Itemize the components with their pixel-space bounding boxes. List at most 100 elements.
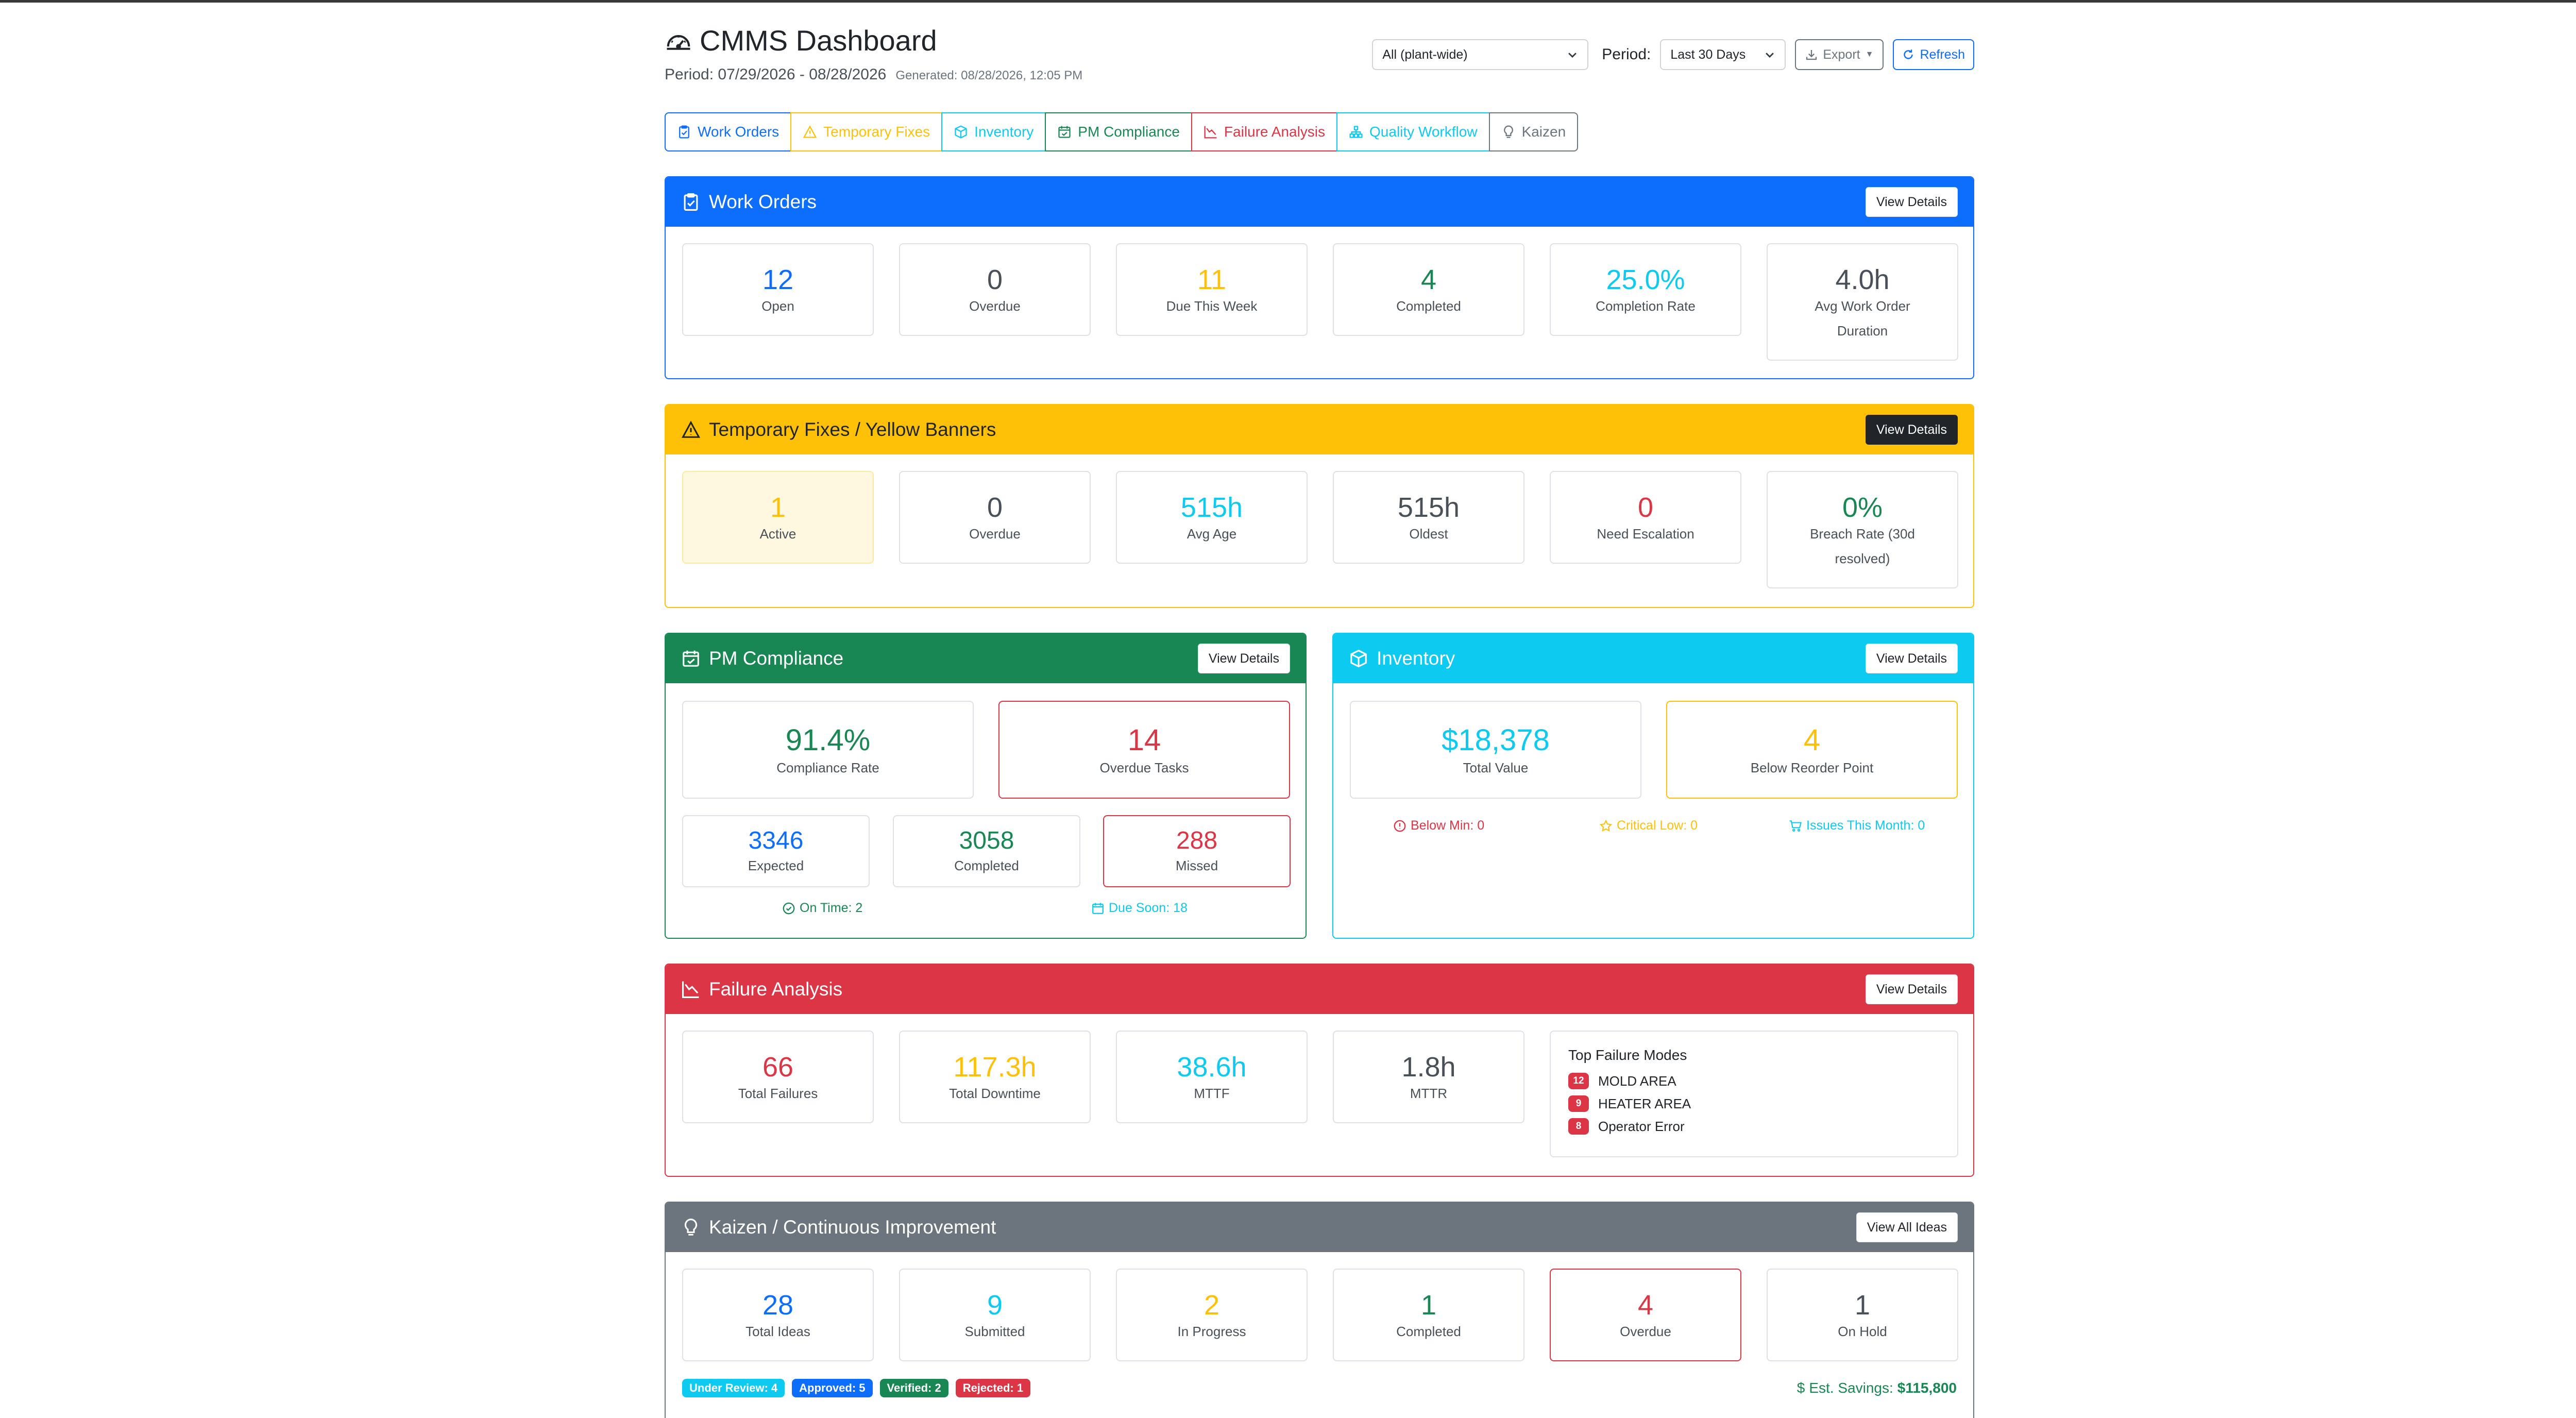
- pm-compliance-card: PM Compliance View Details 91.4% Complia…: [665, 633, 1307, 939]
- dashboard-container: CMMS Dashboard Period: 07/29/2026 - 08/2…: [665, 0, 1974, 1418]
- work-orders-header: Work Orders View Details: [666, 177, 1973, 227]
- lightbulb-icon: [1503, 125, 1513, 138]
- inventory-card: Inventory View Details $18,378 Total Val…: [1332, 633, 1974, 939]
- tab-label: Inventory: [974, 124, 1034, 140]
- stat-label: Overdue: [969, 298, 1021, 314]
- stat-label: Total Failures: [738, 1086, 818, 1101]
- kaizen-status-badges: Under Review: 4 Approved: 5 Verified: 2 …: [682, 1379, 1038, 1397]
- stat-value: 91.4%: [785, 723, 871, 757]
- stat-value: 12: [762, 264, 794, 295]
- stat-label: In Progress: [1177, 1324, 1246, 1339]
- under-review-badge: Under Review: 4: [682, 1379, 785, 1397]
- failure-analysis-card: Failure Analysis View Details 66 Total F…: [665, 964, 1974, 1177]
- export-button[interactable]: Export ▼: [1795, 39, 1884, 70]
- stat-value: 4: [1803, 723, 1821, 757]
- period-select-value: Last 30 Days: [1670, 47, 1746, 62]
- stat-value: 4: [1637, 1290, 1654, 1321]
- cart-icon: [1789, 820, 1802, 832]
- stat-value: 14: [1127, 723, 1161, 757]
- stat-value: 28: [762, 1290, 794, 1321]
- fa-total-failures-stat: 66 Total Failures: [682, 1031, 874, 1123]
- wo-due-week-stat: 11 Due This Week: [1116, 243, 1308, 336]
- tab-label: Work Orders: [698, 124, 779, 140]
- rejected-badge: Rejected: 1: [955, 1379, 1031, 1397]
- temp-fixes-title: Temporary Fixes / Yellow Banners: [681, 419, 996, 441]
- failure-mode-item: 9 HEATER AREA: [1568, 1092, 1940, 1115]
- failure-mode-count: 12: [1568, 1073, 1589, 1089]
- failure-mode-name: MOLD AREA: [1598, 1073, 1676, 1089]
- temp-fixes-header: Temporary Fixes / Yellow Banners View De…: [666, 405, 1973, 454]
- kz-on-hold-stat: 1 On Hold: [1767, 1269, 1958, 1361]
- savings-value: $115,800: [1897, 1380, 1957, 1396]
- pm-overdue-tasks-stat: 14 Overdue Tasks: [998, 701, 1290, 799]
- wo-open-stat: 12 Open: [682, 243, 874, 336]
- stat-label: Active: [759, 526, 796, 542]
- tab-quality-workflow[interactable]: Quality Workflow: [1336, 112, 1490, 151]
- stat-label: Total Downtime: [949, 1086, 1041, 1101]
- stat-value: 3346: [748, 827, 804, 854]
- failure-mode-count: 9: [1568, 1095, 1589, 1112]
- refresh-label: Refresh: [1920, 47, 1965, 62]
- stat-label: Total Ideas: [745, 1324, 810, 1339]
- tab-label: Temporary Fixes: [823, 124, 930, 140]
- approved-badge: Approved: 5: [792, 1379, 873, 1397]
- temp-fixes-title-text: Temporary Fixes / Yellow Banners: [709, 419, 996, 440]
- savings-label: Est. Savings:: [1809, 1380, 1893, 1396]
- stat-value: 66: [762, 1052, 794, 1083]
- inventory-title-text: Inventory: [1377, 648, 1455, 669]
- wo-avg-duration-stat: 4.0h Avg Work Order Duration: [1767, 243, 1958, 361]
- inventory-view-details-button[interactable]: View Details: [1865, 644, 1958, 673]
- tf-avg-age-stat: 515h Avg Age: [1116, 471, 1308, 564]
- stat-value: 0: [1637, 492, 1654, 523]
- stat-value: 4: [1420, 264, 1437, 295]
- below-min-text: Below Min: 0: [1411, 818, 1485, 833]
- scope-select-value: All (plant-wide): [1382, 47, 1468, 62]
- issues-month-text: Issues This Month: 0: [1806, 818, 1925, 833]
- refresh-button[interactable]: Refresh: [1893, 39, 1974, 70]
- failure-view-details-button[interactable]: View Details: [1865, 974, 1958, 1004]
- tab-temporary-fixes[interactable]: Temporary Fixes: [790, 112, 943, 151]
- failure-title-text: Failure Analysis: [709, 978, 843, 1000]
- tab-pm-compliance[interactable]: PM Compliance: [1045, 112, 1192, 151]
- work-orders-view-details-button[interactable]: View Details: [1865, 187, 1958, 217]
- tab-label: Quality Workflow: [1369, 124, 1478, 140]
- failure-mode-count: 8: [1568, 1118, 1589, 1135]
- tab-kaizen[interactable]: Kaizen: [1488, 112, 1579, 151]
- temp-fixes-view-details-button[interactable]: View Details: [1865, 415, 1958, 445]
- tab-failure-analysis[interactable]: Failure Analysis: [1191, 112, 1338, 151]
- period-select[interactable]: Last 30 Days: [1660, 39, 1786, 70]
- calendar-check-icon: [683, 650, 699, 667]
- clipboard-icon: [679, 125, 689, 139]
- stat-label: MTTF: [1194, 1086, 1230, 1101]
- stat-value: 1: [770, 492, 786, 523]
- failure-header: Failure Analysis View Details: [666, 965, 1973, 1014]
- stat-value: 25.0%: [1606, 264, 1685, 295]
- stat-value: 1: [1420, 1290, 1437, 1321]
- stat-value: 4.0h: [1835, 264, 1890, 295]
- inv-critical-low-note: Critical Low: 0: [1599, 818, 1698, 833]
- kz-overdue-stat: 4 Overdue: [1550, 1269, 1741, 1361]
- page-title: CMMS Dashboard: [665, 24, 937, 57]
- pm-on-time-note: On Time: 2: [782, 901, 862, 916]
- stat-value: 2: [1204, 1290, 1220, 1321]
- stat-label: Avg Work Order Duration: [1815, 298, 1910, 339]
- generated-text: Generated: 08/28/2026, 12:05 PM: [895, 69, 1083, 82]
- stat-label: Need Escalation: [1597, 526, 1694, 542]
- chevron-down-icon: [1766, 53, 1774, 58]
- kaizen-view-all-ideas-button[interactable]: View All Ideas: [1856, 1212, 1958, 1242]
- graph-down-icon: [1204, 126, 1217, 139]
- kaizen-header: Kaizen / Continuous Improvement View All…: [666, 1203, 1973, 1252]
- tab-work-orders[interactable]: Work Orders: [665, 112, 792, 151]
- stat-label: Completed: [954, 858, 1019, 873]
- stat-label: Avg Age: [1187, 526, 1237, 542]
- pm-completed-stat: 3058 Completed: [893, 815, 1080, 887]
- stat-label: Missed: [1175, 858, 1218, 873]
- tab-inventory[interactable]: Inventory: [941, 112, 1046, 151]
- inventory-title: Inventory: [1349, 648, 1455, 669]
- pm-expected-stat: 3346 Expected: [682, 815, 870, 887]
- pm-view-details-button[interactable]: View Details: [1197, 644, 1290, 673]
- stat-label: Oldest: [1409, 526, 1448, 542]
- failure-mode-item: 12 MOLD AREA: [1568, 1070, 1940, 1092]
- stat-label: On Hold: [1838, 1324, 1887, 1339]
- scope-select[interactable]: All (plant-wide): [1372, 39, 1589, 70]
